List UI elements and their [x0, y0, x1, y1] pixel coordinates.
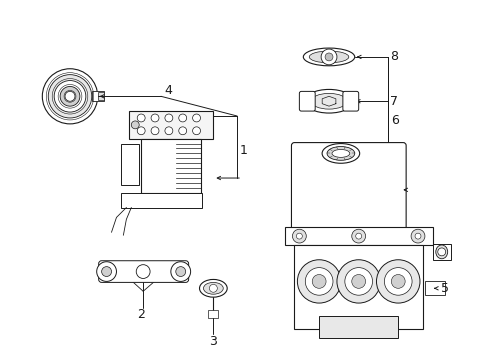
Circle shape: [54, 81, 86, 112]
Circle shape: [192, 114, 200, 122]
Bar: [314, 234, 333, 252]
Circle shape: [179, 114, 186, 122]
Circle shape: [131, 121, 139, 129]
Bar: [294, 245, 422, 329]
Bar: [129, 111, 213, 139]
Circle shape: [192, 127, 200, 135]
Circle shape: [151, 114, 159, 122]
Bar: [284, 227, 432, 245]
Circle shape: [410, 229, 424, 243]
Text: 6: 6: [390, 114, 398, 127]
Circle shape: [297, 260, 340, 303]
Ellipse shape: [331, 149, 349, 157]
Text: 4: 4: [163, 84, 171, 97]
Bar: [208, 310, 218, 318]
Circle shape: [170, 262, 190, 282]
Circle shape: [151, 127, 159, 135]
Circle shape: [296, 233, 302, 239]
Bar: [424, 282, 444, 295]
Ellipse shape: [304, 89, 353, 113]
FancyBboxPatch shape: [299, 91, 315, 111]
Ellipse shape: [199, 279, 227, 297]
Circle shape: [351, 229, 365, 243]
Text: 8: 8: [389, 50, 398, 63]
Circle shape: [137, 114, 145, 122]
Circle shape: [292, 229, 305, 243]
Circle shape: [97, 262, 116, 282]
Bar: [92, 91, 103, 101]
Circle shape: [344, 267, 372, 295]
Ellipse shape: [322, 144, 359, 163]
Ellipse shape: [435, 245, 447, 259]
Circle shape: [390, 275, 405, 288]
Circle shape: [355, 233, 361, 239]
Circle shape: [305, 267, 332, 295]
Circle shape: [164, 127, 172, 135]
Ellipse shape: [203, 282, 223, 294]
Circle shape: [137, 127, 145, 135]
FancyBboxPatch shape: [342, 91, 358, 111]
Circle shape: [42, 69, 98, 124]
Bar: [141, 139, 200, 193]
Circle shape: [175, 267, 185, 276]
Ellipse shape: [308, 51, 348, 63]
Ellipse shape: [326, 147, 354, 160]
Bar: [432, 244, 450, 260]
Circle shape: [209, 284, 217, 292]
Circle shape: [65, 91, 75, 101]
Bar: [98, 93, 103, 100]
FancyBboxPatch shape: [291, 143, 406, 237]
Text: 3: 3: [209, 335, 217, 348]
Bar: [121, 144, 139, 185]
Bar: [121, 193, 202, 208]
Circle shape: [136, 265, 150, 278]
Circle shape: [60, 86, 80, 106]
Circle shape: [437, 248, 445, 256]
Text: 5: 5: [440, 282, 448, 295]
Circle shape: [384, 267, 411, 295]
Ellipse shape: [310, 93, 346, 109]
Bar: [319, 316, 397, 338]
Circle shape: [376, 260, 419, 303]
Circle shape: [48, 75, 92, 118]
FancyBboxPatch shape: [99, 261, 188, 282]
Text: 1: 1: [240, 144, 247, 157]
Text: 7: 7: [389, 95, 398, 108]
Circle shape: [179, 127, 186, 135]
Ellipse shape: [303, 48, 354, 66]
Text: 2: 2: [137, 309, 145, 321]
Circle shape: [325, 53, 332, 61]
Circle shape: [102, 267, 111, 276]
Circle shape: [336, 260, 380, 303]
Circle shape: [321, 49, 336, 65]
Circle shape: [311, 275, 325, 288]
Circle shape: [414, 233, 420, 239]
Circle shape: [351, 275, 365, 288]
Circle shape: [164, 114, 172, 122]
